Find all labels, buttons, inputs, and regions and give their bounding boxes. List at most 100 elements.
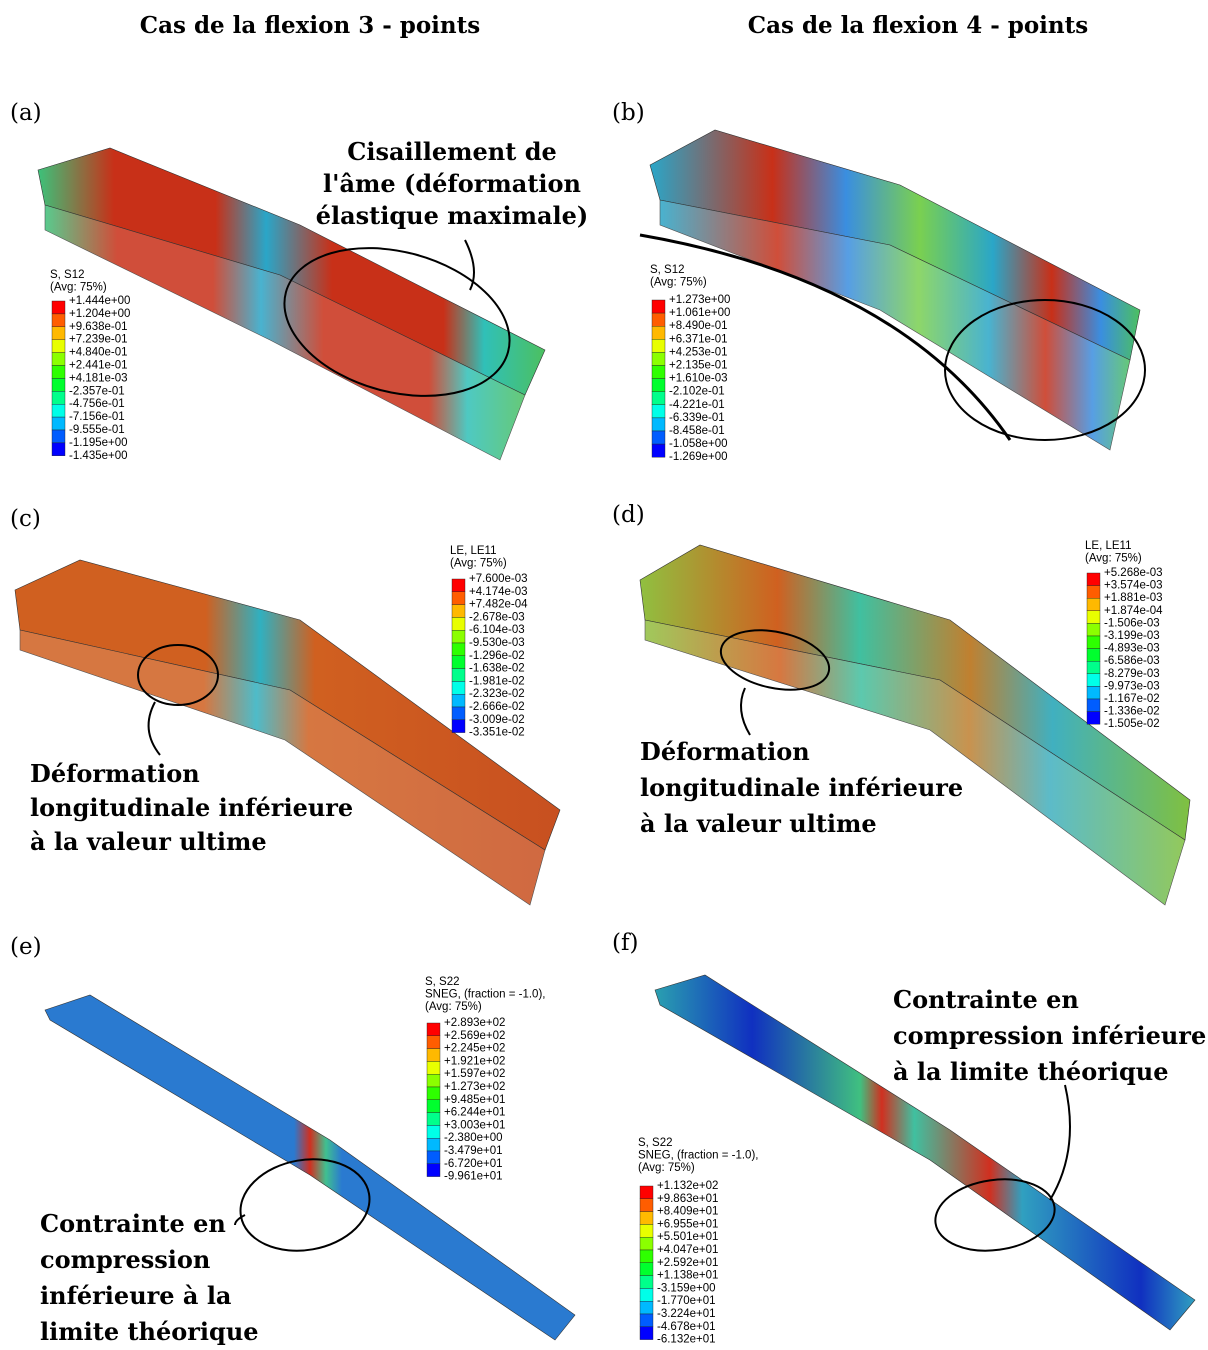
legend-value: -9.973e-03 (1104, 680, 1160, 692)
legend-swatch (451, 668, 466, 682)
legend-swatch (426, 1137, 441, 1152)
legend-swatch (639, 1275, 654, 1289)
legend-value: -3.351e-02 (469, 727, 525, 739)
legend-title: SNEG, (fraction = -1.0), (638, 1150, 758, 1162)
legend-value: +1.273e+00 (669, 294, 730, 306)
legend-value: +4.253e-01 (669, 346, 728, 358)
legend-swatch (51, 313, 66, 327)
legend-value: +2.441e-01 (69, 360, 128, 372)
legend-value: -6.104e-03 (469, 624, 525, 636)
legend-value: -1.336e-02 (1104, 706, 1160, 718)
legend-swatch (639, 1224, 654, 1238)
legend-swatch (1086, 673, 1101, 687)
beams (14, 129, 1196, 1341)
legend-swatch (451, 630, 466, 644)
legend-title: (Avg: 75%) (425, 1001, 482, 1013)
legend-title: (Avg: 75%) (450, 558, 507, 570)
legend-value: -6.132e+01 (657, 1334, 716, 1346)
legend-swatch (426, 1086, 441, 1101)
legend-title: LE, LE11 (1085, 540, 1131, 552)
legend-value: +4.174e-03 (469, 586, 528, 598)
legend-swatch (426, 1163, 441, 1177)
legend-value: +6.371e-01 (669, 333, 728, 345)
legend-swatch (426, 1099, 441, 1113)
column-title: Cas de la flexion 3 - points (140, 12, 480, 39)
legend-swatch (51, 442, 66, 456)
legend-value: -2.380e+00 (444, 1132, 503, 1144)
legend-value: -1.506e-03 (1104, 617, 1160, 629)
legend-value: -1.770e+01 (657, 1295, 716, 1307)
legend-value: -3.224e+01 (657, 1308, 716, 1320)
legend-value: +6.955e+01 (657, 1218, 718, 1230)
legend-swatch (651, 417, 666, 432)
legend-swatch (426, 1073, 441, 1088)
callout-ellipse (944, 299, 1146, 441)
legend-swatch (426, 1022, 441, 1037)
legend-swatch (639, 1198, 654, 1212)
legend-swatch (51, 352, 66, 366)
legend-swatch (51, 391, 66, 405)
leader (464, 239, 475, 291)
legend-value: -3.159e+00 (657, 1282, 716, 1294)
legend-swatch (451, 719, 466, 733)
legend-value: -4.678e+01 (657, 1321, 716, 1333)
legend-swatch (51, 339, 66, 353)
legend-value: -3.199e-03 (1104, 630, 1160, 642)
legend-value: -6.339e-01 (669, 412, 725, 424)
legend-swatch (51, 378, 66, 392)
legend-value: +9.638e-01 (69, 321, 128, 333)
annotation: Déformation (640, 737, 810, 766)
annotation: compression (40, 1245, 210, 1274)
legend-swatch (651, 378, 666, 392)
legend-swatch (639, 1262, 654, 1276)
legend-swatch (1086, 598, 1101, 612)
callouts (137, 233, 1146, 1252)
legend-swatch (51, 300, 66, 315)
legend-value: -2.666e-02 (469, 701, 525, 713)
legend-swatch (51, 404, 66, 418)
legend-swatch (1086, 585, 1101, 599)
beam-side (44, 204, 526, 461)
leader (234, 1214, 246, 1226)
legend-value: -1.981e-02 (469, 675, 525, 687)
legend-value: -3.009e-02 (469, 714, 525, 726)
annotation: longitudinale inférieure (30, 793, 353, 822)
legend-swatch (639, 1313, 654, 1328)
legend-value: +3.003e+01 (444, 1119, 505, 1131)
legend-value: -1.058e+00 (669, 438, 728, 450)
legend-swatch (651, 299, 666, 314)
annotation: Cisaillement de (347, 137, 557, 166)
legend-value: -6.586e-03 (1104, 655, 1160, 667)
callout-ellipse (283, 247, 511, 397)
legend-value: -2.102e-01 (669, 386, 725, 398)
legend-value: +2.245e+02 (444, 1043, 505, 1055)
legend-value: -1.296e-02 (469, 650, 525, 662)
beam-side (644, 619, 1186, 906)
leader (740, 687, 751, 736)
legend-swatch (1086, 610, 1101, 624)
legend-swatch (51, 365, 66, 379)
legend-value: -8.458e-01 (669, 425, 725, 437)
legend-swatch (1086, 711, 1101, 725)
annotation: inférieure à la (40, 1281, 231, 1310)
annotation: Contrainte en (40, 1209, 226, 1238)
callout-ellipse (719, 629, 831, 691)
annotation: à la limite théorique (893, 1057, 1168, 1086)
legend-value: -1.505e-02 (1104, 718, 1160, 730)
legend-value: -2.357e-01 (69, 385, 125, 397)
legend-value: +2.569e+02 (444, 1030, 505, 1042)
annotation: Contrainte en (893, 985, 1079, 1014)
legend-value: +1.874e-04 (1104, 605, 1163, 617)
legend-swatch (426, 1035, 441, 1049)
legend-value: -9.961e+01 (444, 1171, 503, 1183)
annotation: à la valeur ultime (640, 809, 877, 838)
legend-swatch (1086, 648, 1101, 662)
legend-value: -4.756e-01 (69, 398, 125, 410)
legend-swatch (451, 642, 466, 657)
legend-value: +5.268e-03 (1104, 567, 1163, 579)
legend-value: -1.435e+00 (69, 450, 128, 462)
legend-value: -2.678e-03 (469, 611, 525, 623)
legend-value: -9.555e-01 (69, 424, 125, 436)
legend-value: -7.156e-01 (69, 411, 125, 423)
legend-swatch (451, 681, 466, 695)
